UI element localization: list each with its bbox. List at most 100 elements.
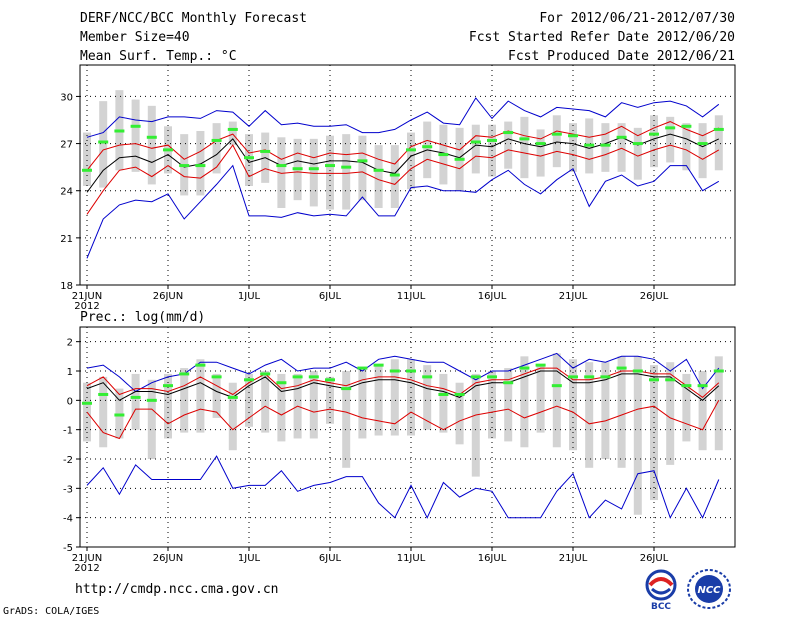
ensemble-bar	[180, 368, 189, 433]
ensemble-bar	[99, 376, 108, 448]
median-marker	[487, 375, 497, 379]
median-marker	[82, 168, 92, 172]
ensemble-mean-line	[86, 370, 720, 401]
spread-upper-line	[86, 367, 720, 399]
median-marker	[406, 369, 416, 373]
spread-lower-line	[86, 400, 720, 440]
median-marker	[244, 378, 254, 382]
median-marker	[406, 148, 416, 152]
source-url[interactable]: http://cmdp.ncc.cma.gov.cn	[75, 582, 279, 597]
median-marker	[357, 159, 368, 163]
ensemble-bar	[374, 365, 383, 436]
spread-lower-line	[86, 144, 720, 215]
chart-title: DERF/NCC/BCC Monthly Forecast	[80, 11, 307, 26]
ensemble-bar	[666, 116, 675, 163]
x-tick-label: 11JUL	[397, 291, 426, 302]
median-marker	[244, 156, 254, 160]
ensemble-bar	[617, 123, 626, 172]
median-marker	[697, 384, 708, 388]
x-tick-label: 26JUL	[640, 291, 669, 302]
median-marker	[697, 142, 708, 146]
median-marker	[503, 381, 514, 385]
ensemble-bar	[504, 368, 513, 442]
median-marker	[519, 137, 530, 141]
ensemble-bar	[601, 362, 610, 459]
grads-credit: GrADS: COLA/IGES	[3, 606, 100, 617]
median-marker	[470, 375, 481, 379]
median-marker	[341, 165, 352, 169]
median-marker	[114, 413, 125, 417]
y-tick-label: -4	[63, 514, 73, 525]
x-tick-label: 1JUL	[238, 291, 261, 302]
median-marker	[681, 124, 692, 128]
x-tick-label: 21JUL	[559, 553, 588, 564]
median-marker	[389, 369, 400, 373]
median-marker	[114, 129, 125, 133]
ensemble-bar	[147, 379, 156, 459]
y-tick-label: 27	[60, 140, 73, 151]
median-marker	[535, 142, 546, 146]
forecast-period: For 2012/06/21-2012/07/30	[539, 11, 735, 26]
y-tick-label: 0	[67, 396, 73, 407]
ensemble-bar	[471, 373, 480, 477]
x-tick-label: 21JUN	[72, 291, 102, 302]
x-tick-label: 16JUL	[478, 553, 507, 564]
median-marker	[535, 363, 546, 367]
x-tick-label: 26JUL	[640, 553, 669, 564]
ensemble-bar	[569, 359, 577, 451]
plot-frame	[79, 326, 736, 548]
ensemble-bar	[147, 105, 156, 185]
fcst-started-date: Fcst Started Refer Date 2012/06/20	[468, 30, 735, 45]
y-tick-label: -2	[63, 455, 73, 466]
ensemble-bar	[536, 129, 545, 177]
median-marker	[616, 366, 627, 370]
ensemble-bar	[326, 135, 334, 210]
median-marker	[308, 375, 319, 379]
median-marker	[438, 153, 449, 157]
median-marker	[98, 140, 109, 144]
ensemble-bar	[99, 101, 108, 188]
median-marker	[325, 378, 335, 382]
chart-panel-temperature: 18 21 24 27 30 21JUN 26JUN 1JUL 6JUL 11JUL 16JUL 21…	[60, 64, 736, 312]
median-marker	[211, 375, 222, 379]
median-marker	[616, 135, 627, 139]
ensemble-bar	[261, 371, 270, 433]
median-marker	[584, 375, 595, 379]
ensemble-bar	[309, 138, 318, 207]
ensemble-bar	[633, 356, 642, 515]
bcc-logo: BCC	[638, 565, 684, 612]
ensemble-bar	[714, 356, 723, 451]
ensemble-bar	[196, 131, 205, 196]
y-tick-label: 1	[67, 367, 73, 378]
ensemble-bar	[358, 368, 367, 439]
median-marker	[146, 135, 157, 139]
x-tick-label: 26JUN	[153, 553, 183, 564]
median-marker	[422, 375, 433, 379]
median-marker	[665, 378, 676, 382]
median-marker	[713, 369, 724, 373]
plot-frame	[79, 64, 736, 286]
median-marker	[130, 395, 141, 399]
median-marker	[649, 378, 659, 382]
median-marker	[632, 369, 643, 373]
median-marker	[519, 366, 530, 370]
median-marker	[130, 124, 141, 128]
median-marker	[227, 395, 238, 399]
ensemble-bar	[83, 132, 91, 186]
median-marker	[454, 157, 465, 161]
ensemble-bar	[650, 115, 658, 168]
ensemble-bar	[633, 127, 642, 180]
median-marker	[211, 138, 222, 142]
ensemble-min-line	[86, 455, 720, 519]
ensemble-min-line	[86, 164, 720, 259]
ensemble-bar	[666, 362, 675, 465]
x-tick-label: 6JUL	[319, 553, 342, 564]
median-marker	[454, 392, 465, 396]
variable-label: Mean Surf. Temp.: °C	[80, 49, 237, 64]
fcst-produced-date: Fcst Produced Date 2012/06/21	[508, 49, 735, 64]
y-tick-label: -3	[63, 484, 73, 495]
median-marker	[357, 366, 368, 370]
ensemble-bar	[585, 362, 594, 468]
median-marker	[98, 392, 109, 396]
